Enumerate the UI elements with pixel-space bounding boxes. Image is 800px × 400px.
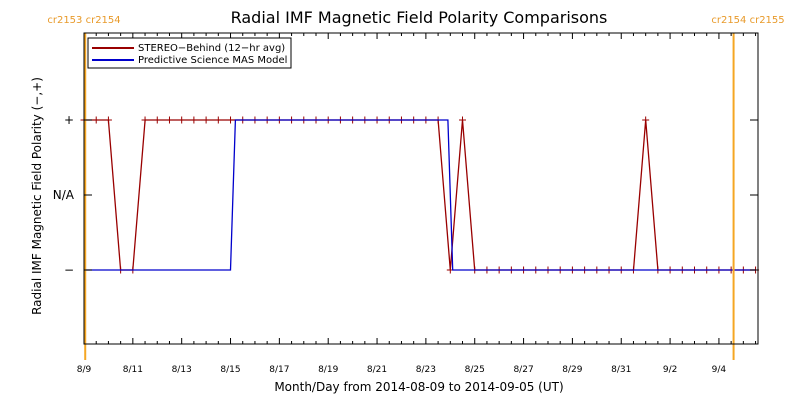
x-tick-label: 8/31 xyxy=(611,365,631,375)
stereo-data-point xyxy=(190,116,198,124)
x-tick-label: 9/4 xyxy=(712,365,727,375)
stereo-data-point xyxy=(141,116,149,124)
y-axis-label: Radial IMF Magnetic Field Polarity (−,+) xyxy=(30,77,44,315)
x-tick-label: 8/27 xyxy=(513,365,533,375)
rotation-label-left: cr2153 cr2154 xyxy=(47,15,120,26)
chart-title: Radial IMF Magnetic Field Polarity Compa… xyxy=(231,8,608,27)
y-tick-label: − xyxy=(64,263,74,277)
legend-label-stereo: STEREO−Behind (12−hr avg) xyxy=(138,43,285,54)
stereo-data-point xyxy=(642,116,650,124)
stereo-data-point xyxy=(104,116,112,124)
stereo-data-point xyxy=(202,116,210,124)
legend: STEREO−Behind (12−hr avg) Predictive Sci… xyxy=(87,37,292,69)
stereo-data-point xyxy=(227,116,235,124)
stereo-data-point xyxy=(214,116,222,124)
y-tick-label: + xyxy=(64,113,74,127)
x-tick-label: 8/13 xyxy=(172,365,192,375)
x-tick-label: 8/17 xyxy=(269,365,289,375)
stereo-data-point xyxy=(153,116,161,124)
x-tick-label: 8/29 xyxy=(562,365,582,375)
x-tick-label: 8/19 xyxy=(318,365,338,375)
stereo-series-line xyxy=(84,119,756,271)
x-tick-label: 8/21 xyxy=(367,365,387,375)
plot-frame xyxy=(83,32,759,345)
stereo-data-point xyxy=(92,116,100,124)
rotation-label-right: cr2154 cr2155 xyxy=(711,15,784,26)
stereo-data-point xyxy=(459,116,467,124)
x-tick-label: 8/9 xyxy=(77,365,92,375)
x-tick-label: 8/11 xyxy=(123,365,143,375)
stereo-data-point xyxy=(178,116,186,124)
y-tick-label: N/A xyxy=(53,188,75,202)
stereo-data-point xyxy=(165,116,173,124)
x-tick-label: 9/2 xyxy=(663,365,677,375)
legend-label-model: Predictive Science MAS Model xyxy=(138,55,287,66)
x-tick-label: 8/15 xyxy=(220,365,240,375)
x-axis-label: Month/Day from 2014-08-09 to 2014-09-05 … xyxy=(274,380,563,394)
model-series-line xyxy=(84,119,756,271)
x-tick-label: 8/25 xyxy=(465,365,485,375)
x-tick-label: 8/23 xyxy=(416,365,436,375)
legend-box xyxy=(87,37,292,69)
